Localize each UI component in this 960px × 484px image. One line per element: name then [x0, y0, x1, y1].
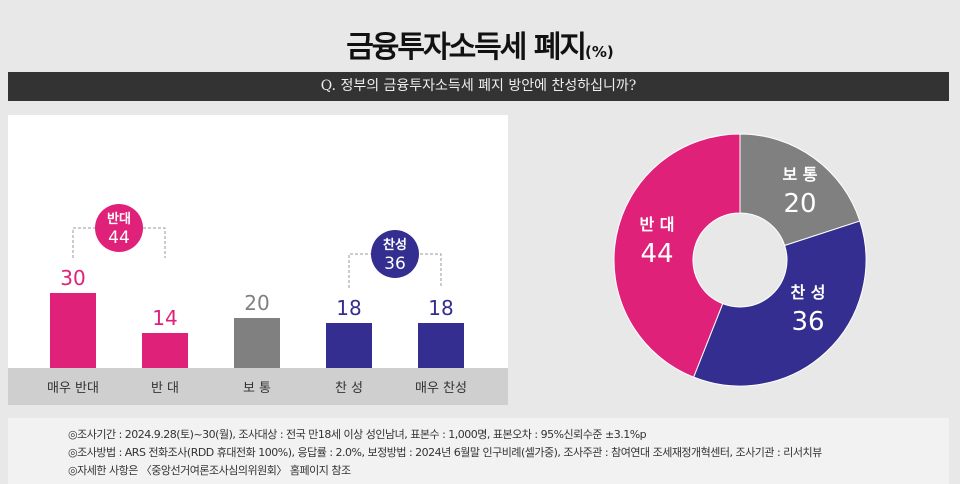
slice-value: 20: [783, 189, 816, 219]
bar-value-label: 14: [152, 306, 177, 330]
donut-slice: [613, 133, 741, 378]
bar: [50, 293, 96, 368]
footnote: ◎자세한 사항은 〈중앙선거여론조사심의위원회〉 홈페이지 참조: [68, 464, 351, 477]
category-label: 보 통: [243, 381, 271, 396]
slice-value: 44: [640, 239, 673, 269]
bar-value-label: 18: [428, 296, 453, 320]
title-text: 금융투자소득세 폐지: [346, 30, 587, 65]
slice-label: 찬 성: [790, 283, 825, 302]
donut-slice: [692, 220, 867, 387]
category-strip: [8, 368, 508, 405]
group-label: 반대: [107, 211, 131, 227]
footnotes: ◎조사기간 : 2024.9.28(토)~30(월), 조사대상 : 전국 만1…: [8, 418, 949, 484]
group-value: 44: [108, 228, 130, 248]
group-badge: [95, 204, 143, 252]
bar: [326, 323, 372, 368]
slice-label: 보 통: [782, 165, 817, 184]
bar-value-label: 20: [244, 291, 269, 315]
category-label: 찬 성: [335, 381, 363, 396]
donut-slice: [739, 133, 861, 247]
group-label: 찬성: [383, 237, 407, 253]
bar: [234, 318, 280, 368]
bar-value-label: 18: [336, 296, 361, 320]
category-label: 매우 반대: [47, 381, 99, 396]
bar-value-label: 30: [60, 266, 85, 290]
bar: [418, 323, 464, 368]
footnote: ◎조사기간 : 2024.9.28(토)~30(월), 조사대상 : 전국 만1…: [68, 428, 647, 441]
category-label: 반 대: [151, 381, 179, 396]
footnote: ◎조사방법 : ARS 전화조사(RDD 휴대전화 100%), 응답률 : 2…: [68, 446, 822, 459]
group-value: 36: [384, 254, 406, 274]
title-unit: (%): [585, 43, 614, 61]
slice-label: 반 대: [639, 215, 674, 234]
category-label: 매우 찬성: [415, 381, 467, 396]
slice-value: 36: [791, 307, 824, 337]
bar: [142, 333, 188, 368]
page-title: 금융투자소득세 폐지(%): [0, 22, 960, 66]
group-badge: [371, 230, 419, 278]
question-banner: Q. 정부의 금융투자소득세 폐지 방안에 찬성하십니까?: [8, 72, 949, 101]
